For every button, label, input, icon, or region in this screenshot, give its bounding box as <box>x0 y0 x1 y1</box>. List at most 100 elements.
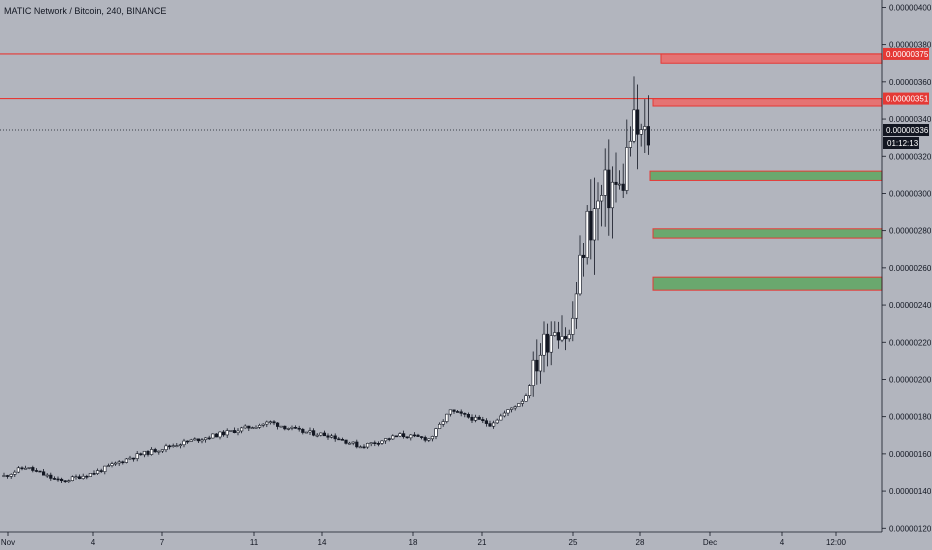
candle-body <box>63 480 67 483</box>
candle-body <box>85 475 89 478</box>
candle-body <box>643 126 647 130</box>
candle-body <box>92 473 96 475</box>
candle-body <box>517 403 521 407</box>
resistance-zone[interactable] <box>660 53 883 64</box>
support-zone[interactable] <box>652 276 883 291</box>
candle-body <box>344 439 348 444</box>
time-axis[interactable]: Nov 4 7 11 14 18 21 25 28 Dec 4 12:00 <box>1 532 847 547</box>
candle-body <box>614 181 618 185</box>
price-axis[interactable]: 0.00000120 0.00000140 0.00000160 0.00000180… <box>882 3 932 533</box>
candle-body <box>56 478 60 481</box>
candle-body <box>434 428 438 437</box>
candle-body <box>481 419 485 422</box>
resistance-price-label <box>883 47 929 60</box>
candle-body <box>293 427 298 429</box>
candle-body <box>463 413 467 415</box>
support-zone[interactable] <box>649 170 883 181</box>
candle-body <box>232 430 237 433</box>
y-tick-label: 0.00000320 <box>889 152 932 161</box>
candle-body <box>491 422 496 427</box>
x-tick-label: 4 <box>91 538 96 547</box>
candle-body <box>427 438 431 441</box>
candle-body <box>549 335 553 353</box>
candle-body <box>117 461 121 464</box>
candle-body <box>581 254 586 258</box>
candle-body <box>272 421 276 424</box>
candle-body <box>326 435 330 438</box>
y-tick-label: 0.00000160 <box>889 450 932 459</box>
candle-body <box>333 435 337 440</box>
resistance-zone[interactable] <box>652 98 883 107</box>
candle-body <box>355 441 359 448</box>
candle-body <box>531 359 535 386</box>
candle-body <box>52 478 56 480</box>
y-tick-label: 0.00000140 <box>889 487 932 496</box>
candle-body <box>401 433 406 438</box>
candle-body <box>297 427 301 430</box>
candle-body <box>99 470 103 472</box>
candle-body <box>236 430 240 433</box>
candle-body <box>502 412 507 417</box>
candle-body <box>542 333 546 356</box>
candle-body <box>164 445 168 451</box>
candle-body <box>146 450 150 455</box>
support-zone[interactable] <box>652 228 883 239</box>
candle-body <box>599 195 604 202</box>
candle-body <box>74 476 78 479</box>
candle-body <box>157 450 161 453</box>
candle-body <box>560 336 564 341</box>
candle-body <box>383 438 388 442</box>
candle-body <box>250 427 255 429</box>
candle-body <box>196 438 201 442</box>
candle-body <box>207 437 211 440</box>
candle-body <box>6 475 10 477</box>
candle-body <box>412 434 417 437</box>
candle-body <box>506 409 510 414</box>
candle-body <box>621 183 625 191</box>
resistance-price-text: 0.00000351 <box>886 95 929 104</box>
candle-body <box>41 471 46 476</box>
candle-body <box>150 449 154 455</box>
candle-body <box>499 415 503 421</box>
candle-body <box>254 427 258 429</box>
candle-body <box>81 475 85 479</box>
candle-body <box>617 183 622 186</box>
countdown-text: 01:12:13 <box>887 139 919 148</box>
candle-body <box>585 210 589 258</box>
candle-body <box>193 438 197 441</box>
x-tick-label: 18 <box>409 538 418 547</box>
candle-body <box>563 336 568 340</box>
candle-body <box>455 411 460 413</box>
candle-body <box>369 442 373 445</box>
candle-body <box>466 414 471 418</box>
candle-body <box>153 449 157 453</box>
candle-body <box>646 126 650 146</box>
y-tick-label: 0.00000380 <box>889 41 932 50</box>
candle-body <box>538 354 542 372</box>
candle-body <box>178 444 183 447</box>
x-tick-label: 12:00 <box>826 538 847 547</box>
candle-body <box>430 436 435 440</box>
candle-body <box>337 438 341 441</box>
zones-layer <box>649 53 883 291</box>
candle-body <box>257 425 262 428</box>
candle-body <box>34 470 38 472</box>
candle-body <box>535 359 539 372</box>
candle-body <box>200 439 204 442</box>
candle-body <box>59 478 64 482</box>
candle-body <box>405 436 409 439</box>
candle-body <box>448 409 453 415</box>
candle-body <box>452 409 456 412</box>
y-tick-label: 0.00000180 <box>889 413 932 422</box>
candle-body <box>571 317 575 335</box>
last-price-text: 0.00000336 <box>886 126 929 135</box>
candle-body <box>373 442 377 445</box>
candle-body <box>45 474 49 477</box>
candle-body <box>488 423 492 427</box>
candle-body <box>304 431 309 434</box>
candle-body <box>182 440 186 446</box>
candle-body <box>96 470 100 474</box>
price-labels: 0.00000375 0.00000351 0.00000336 01:12:13 <box>883 47 929 149</box>
